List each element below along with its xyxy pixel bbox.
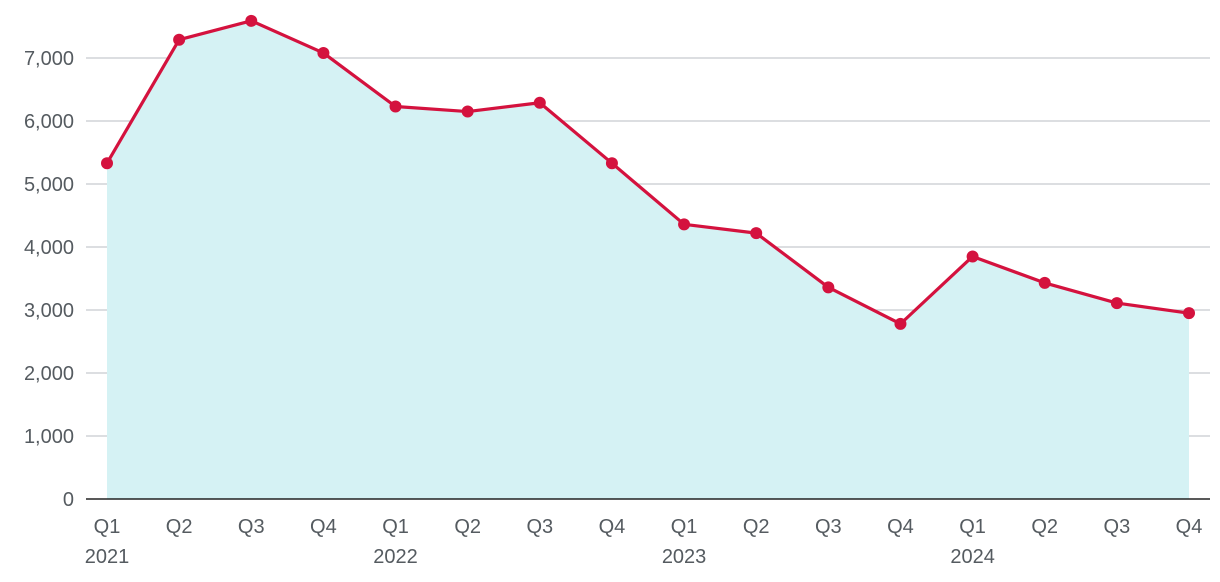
data-point — [317, 46, 330, 59]
data-point — [678, 218, 691, 231]
y-tick-label: 6,000 — [24, 111, 74, 133]
data-point — [894, 317, 907, 330]
x-year-label: 2021 — [85, 546, 130, 568]
data-point — [1183, 307, 1195, 320]
x-year-label: 2023 — [662, 546, 707, 568]
data-point — [461, 105, 474, 118]
x-tick-label: Q2 — [743, 516, 770, 538]
data-point — [101, 157, 113, 170]
x-tick-label: Q4 — [887, 516, 914, 538]
series-area — [107, 20, 1189, 500]
y-tick-label: 2,000 — [24, 363, 74, 385]
x-tick-label: Q3 — [238, 516, 265, 538]
y-tick-label: 5,000 — [24, 174, 74, 196]
x-tick-label: Q2 — [166, 516, 193, 538]
data-point — [750, 227, 763, 240]
x-axis-tick-labels: Q1 Q2 Q3 Q4 Q1 Q2 Q3 Q4 Q1 Q2 Q3 Q4 Q1 Q2 Q3 Q4 2021 2022… — [85, 516, 1203, 568]
x-tick-label: Q1 — [382, 516, 409, 538]
y-tick-label: 7,000 — [24, 48, 74, 70]
x-tick-label: Q3 — [815, 516, 842, 538]
y-tick-label: 1,000 — [24, 426, 74, 448]
x-tick-label: Q1 — [959, 516, 986, 538]
x-tick-label: Q1 — [94, 516, 121, 538]
data-point — [389, 100, 402, 113]
data-point — [605, 157, 618, 170]
x-tick-label: Q3 — [526, 516, 553, 538]
x-tick-label: Q1 — [671, 516, 698, 538]
y-tick-label: 4,000 — [24, 237, 74, 259]
data-point — [966, 250, 979, 263]
data-point — [1038, 276, 1051, 289]
data-point — [173, 33, 186, 46]
data-point — [822, 281, 835, 294]
x-tick-label: Q2 — [454, 516, 481, 538]
data-point — [245, 14, 258, 27]
area-layer — [107, 20, 1189, 500]
y-axis-tick-labels: 0 1,000 2,000 3,000 4,000 5,000 6,000 7,000 — [24, 48, 74, 511]
point-layer — [101, 14, 1195, 330]
x-tick-label: Q4 — [310, 516, 337, 538]
line-layer — [105, 19, 1190, 326]
y-tick-label: 0 — [63, 489, 74, 511]
x-tick-label: Q4 — [599, 516, 626, 538]
x-year-label: 2022 — [373, 546, 418, 568]
x-tick-label: Q3 — [1104, 516, 1131, 538]
x-tick-label: Q2 — [1031, 516, 1058, 538]
x-tick-label: Q4 — [1176, 516, 1203, 538]
y-tick-label: 3,000 — [24, 300, 74, 322]
data-point — [1110, 297, 1123, 310]
x-year-label: 2024 — [950, 546, 995, 568]
data-point — [533, 96, 546, 109]
series-line — [105, 19, 1190, 326]
